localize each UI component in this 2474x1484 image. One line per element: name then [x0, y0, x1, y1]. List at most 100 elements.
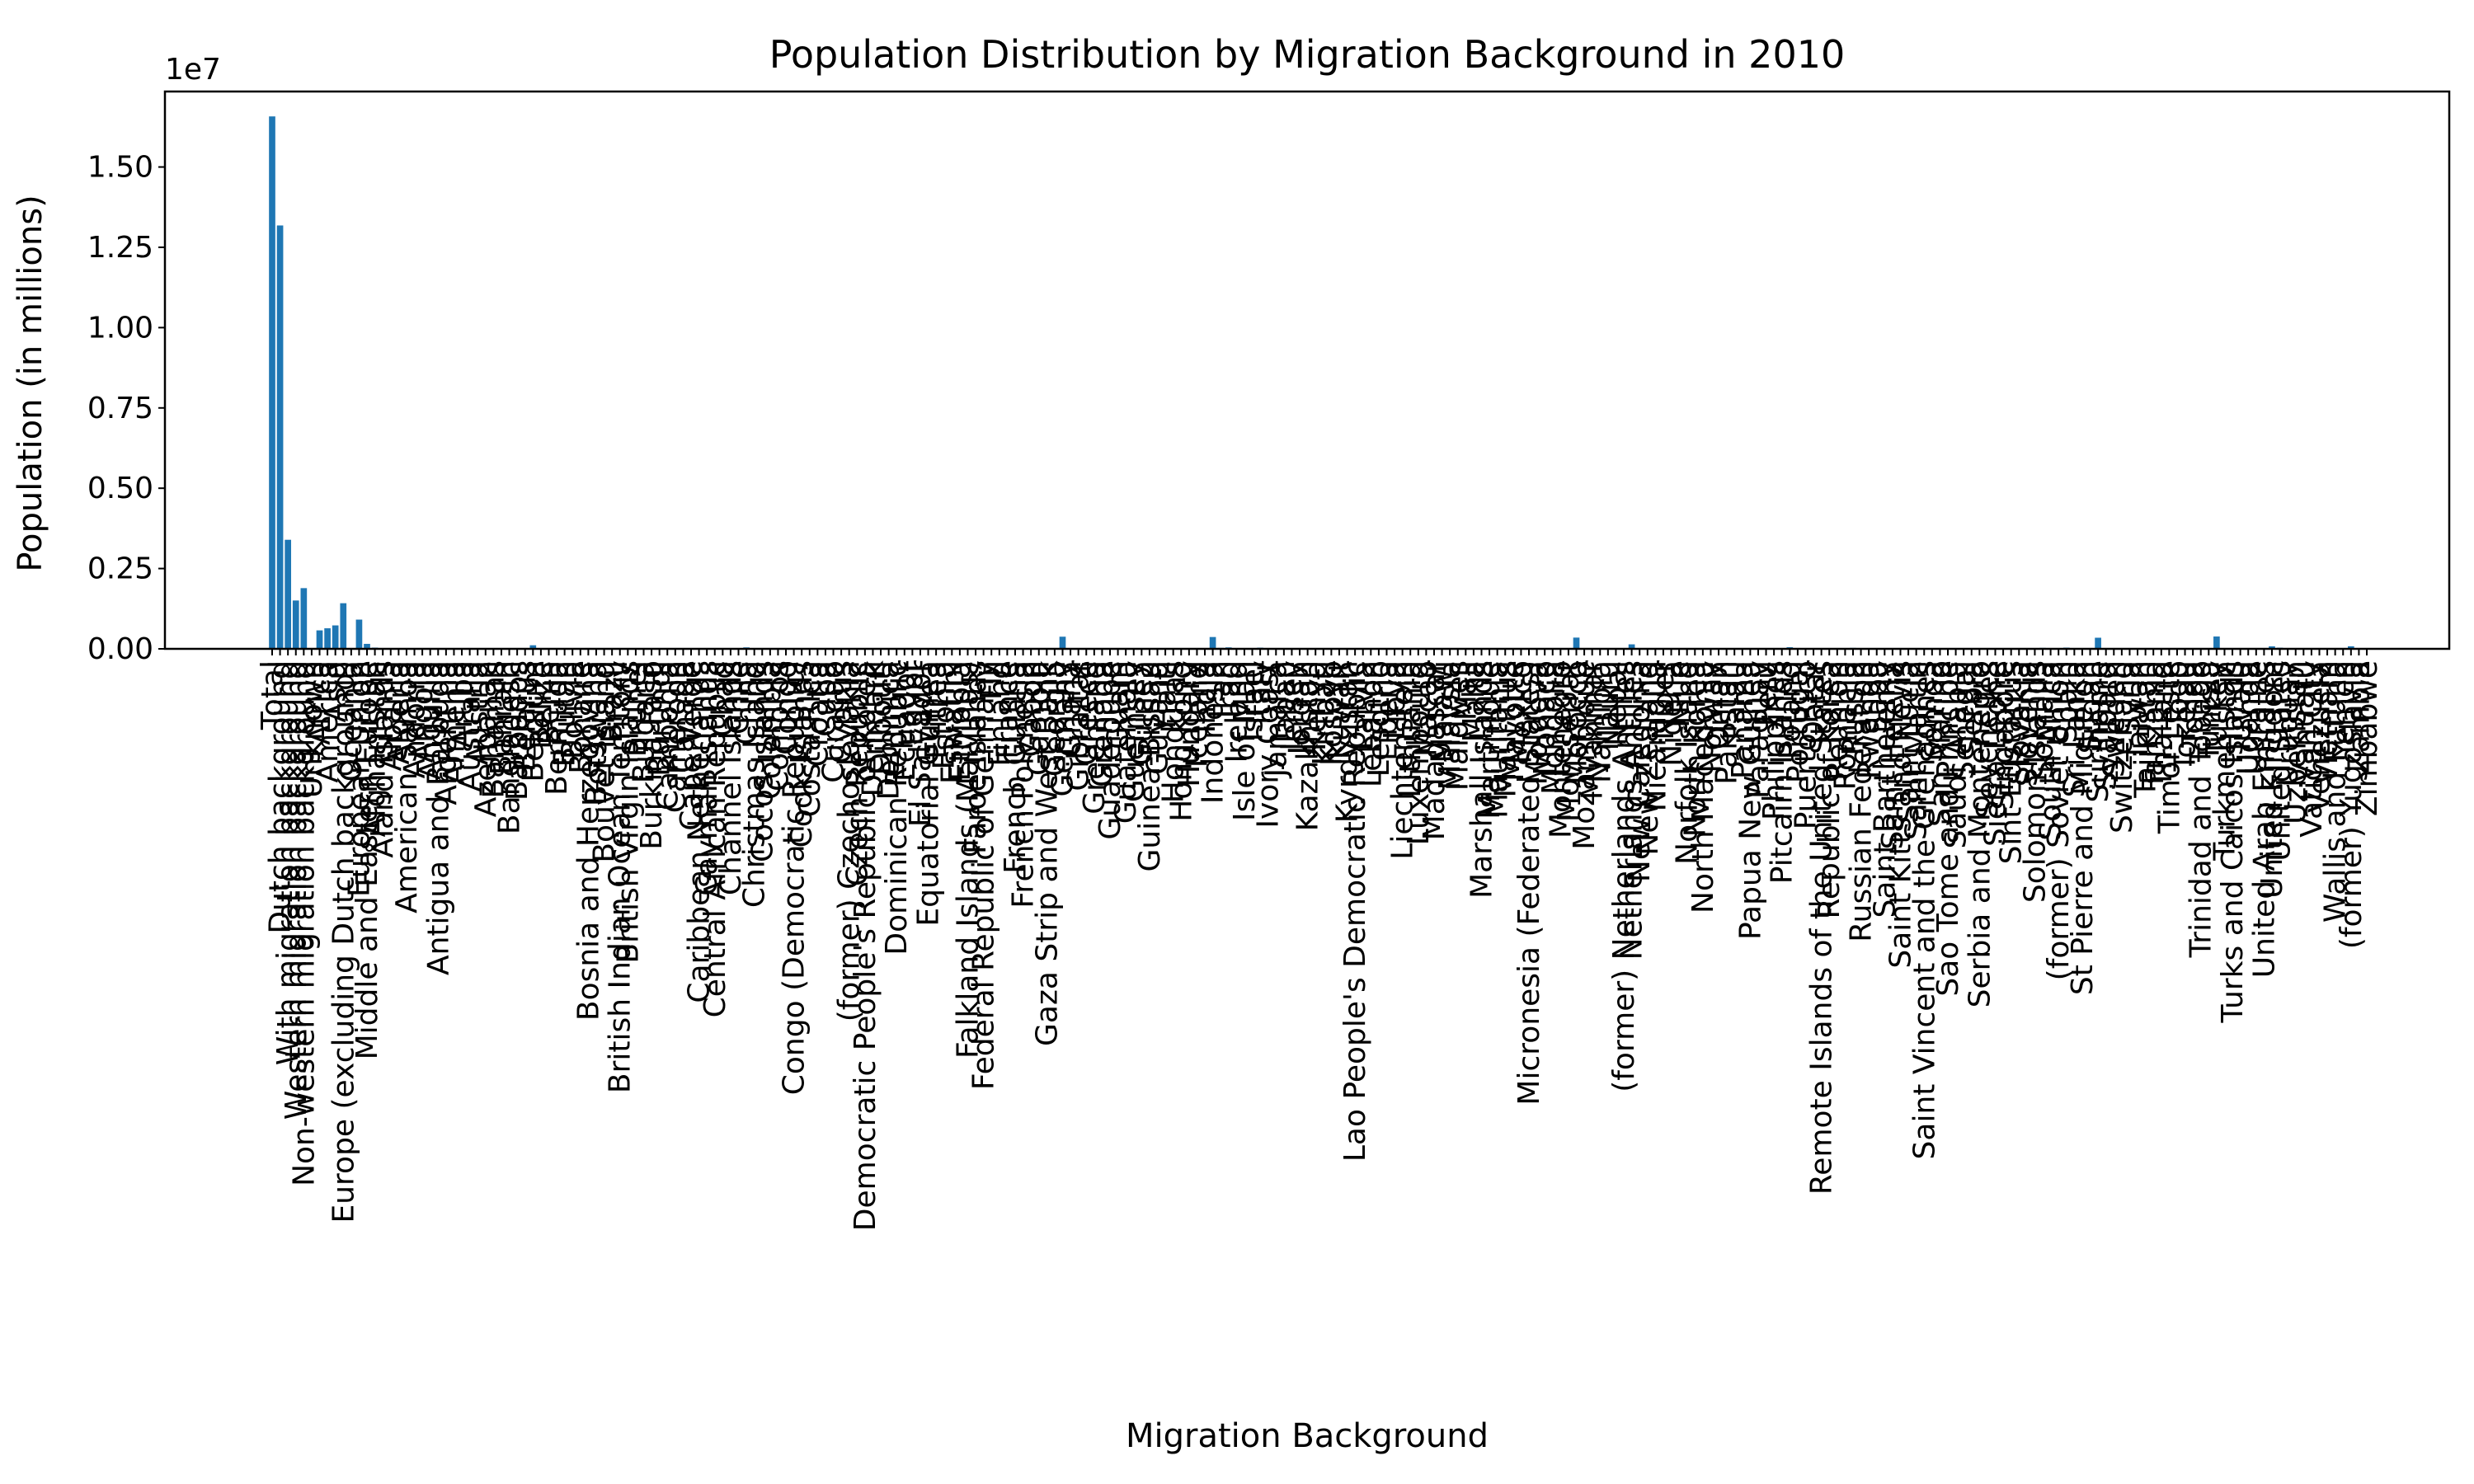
- x-tick-label: Moldova: [1521, 660, 1554, 785]
- x-tick-label: Dutch background: [264, 660, 298, 934]
- x-tick-label: Liechtenstein: [1386, 660, 1420, 860]
- x-tick-label: Syria: [2113, 660, 2147, 735]
- x-tick-label: Armenia: [437, 660, 471, 785]
- bar: [2095, 637, 2101, 649]
- x-tick-label: Ivory Coast: [1252, 660, 1286, 829]
- x-tick-label: Chad: [706, 660, 740, 737]
- x-tick-label: Uruguay: [2271, 660, 2305, 787]
- x-tick-label: Afghanistan: [359, 660, 393, 837]
- bar: [1059, 636, 1066, 649]
- x-tick-label: Kiribati: [1307, 660, 1341, 765]
- y-axis: 0.00 0.25 0.50 0.75 1.00 1.25 1.50: [87, 151, 165, 666]
- x-tick-label: Latvia: [1347, 660, 1380, 751]
- x-tick-label: Democratic People's Republic of Korea: [849, 660, 882, 1231]
- y-offset-text: 1e7: [165, 53, 221, 87]
- x-tick-label: Wallis and Futuna: [2319, 660, 2353, 923]
- x-tick-label: Brazil: [595, 660, 629, 743]
- x-tick-label: Monaco: [1528, 660, 1562, 776]
- x-tick-label: Solomon Islands: [2018, 660, 2052, 903]
- y-tick-label: 0.50: [87, 472, 153, 505]
- x-tick-label: Dominican Republic: [880, 660, 914, 956]
- x-tick-label: Austria: [461, 660, 495, 765]
- x-tick-label: Senegal: [1947, 660, 1981, 780]
- x-tick-label: Antigua and Barbuda: [421, 660, 455, 975]
- x-tick-label: Gabon: [1014, 660, 1048, 758]
- x-tick-label: North Macedonia: [1686, 660, 1720, 913]
- x-tick-label: Croatia: [801, 660, 835, 767]
- x-tick-label: Myanmar: [1576, 660, 1610, 800]
- x-tick-label: Montserrat: [1552, 660, 1586, 822]
- x-tick-label: Falkland Islands (Malvinas): [951, 660, 985, 1059]
- x-tick-label: Norway: [1694, 660, 1728, 773]
- x-tick-label: Tokelau: [2169, 660, 2203, 773]
- bar: [269, 116, 275, 649]
- x-tick-label: Middle and Eastern Europe: [350, 660, 384, 1059]
- y-tick-label: 1.25: [87, 231, 153, 265]
- x-tick-label: Kuwait: [1323, 660, 1357, 759]
- x-tick-label: St Pierre and Miquelon: [2066, 660, 2100, 995]
- x-tick-label: Bouvet Island: [588, 660, 622, 863]
- x-tick-label: Kyrgyzstan: [1331, 660, 1365, 823]
- bar: [2269, 646, 2275, 649]
- x-tick-label: Sierra Leone: [1979, 660, 2013, 847]
- x-tick-label: Cambodia: [651, 660, 684, 810]
- x-tick-label: Niue: [1663, 660, 1696, 728]
- x-tick-label: Bermuda: [540, 660, 574, 796]
- x-tick-label: Eritrea: [920, 660, 953, 759]
- x-tick-label: Poland: [1773, 660, 1807, 759]
- x-tick-label: Colombia: [754, 660, 788, 800]
- x-tick-label: Tanzania: [2137, 660, 2171, 791]
- x-tick-label: Algeria: [382, 660, 416, 765]
- x-tick-label: New Zealand: [1631, 660, 1665, 856]
- x-tick-label: Barbados: [501, 660, 534, 801]
- x-tick-label: Portugal: [1781, 660, 1815, 783]
- x-tick-label: Bahamas: [477, 660, 510, 799]
- x-tick-label: Netherlands Antilles: [1616, 660, 1649, 960]
- x-tick-label: Benin: [532, 660, 566, 744]
- x-tick-label: Brunei: [619, 660, 653, 757]
- x-tick-label: Guatemala: [1109, 660, 1143, 824]
- x-tick-label: Bangladesh: [493, 660, 527, 834]
- x-tick-label: Thailand: [2145, 660, 2179, 789]
- x-tick-label: Jamaica: [1259, 660, 1293, 779]
- y-axis-label: Population (in millions): [12, 195, 49, 571]
- x-tick-label: Libya: [1378, 660, 1412, 740]
- x-tick-label: Ghana: [1054, 660, 1088, 758]
- x-tick-label: Israel: [1236, 660, 1270, 741]
- x-tick-label: (former) Yugoslavia: [2335, 660, 2368, 949]
- x-tick-label: Dominica: [872, 660, 906, 801]
- y-tick-label: 0.00: [87, 632, 153, 666]
- x-tick-label: Aruba: [445, 660, 479, 749]
- x-tick-label: Cayman Islands: [690, 660, 724, 896]
- x-tick-label: San Marino: [1923, 660, 1957, 827]
- x-tick-label: Ecuador: [888, 660, 922, 782]
- x-tick-label: Jersey: [1275, 660, 1309, 753]
- x-tick-label: Niger: [1647, 660, 1681, 740]
- x-tick-label: Guyana: [1141, 660, 1175, 775]
- x-tick-label: Bahrain: [485, 660, 519, 775]
- x-tick-label: Micronesia (Federated States): [1512, 660, 1546, 1106]
- x-tick-label: Equatorial Guinea: [912, 660, 946, 927]
- x-tick-label: Palau: [1718, 660, 1752, 740]
- x-tick-label: Asia: [319, 660, 353, 722]
- x-tick-label: Seychelles: [1971, 660, 2005, 819]
- bar: [324, 628, 331, 649]
- x-tick-label: Philippines: [1757, 660, 1791, 820]
- x-tick-label: United States: [2264, 660, 2298, 862]
- x-tick-label: Mayotte: [1497, 660, 1531, 782]
- x-tick-label: France: [990, 660, 1024, 759]
- x-tick-label: Guam: [1102, 660, 1136, 749]
- x-tick-label: (former) Czechoslovakia: [833, 660, 867, 1021]
- x-tick-label: Remote Islands of the United States: [1805, 660, 1839, 1195]
- x-tick-label: Czech Republic: [840, 660, 874, 886]
- x-tick-label: Martinique: [1473, 660, 1507, 819]
- x-tick-label: Saudi Arabia: [1940, 660, 1973, 848]
- x-tick-label: Channel Islands: [714, 660, 748, 895]
- x-tick-label: Togo: [2161, 660, 2194, 730]
- x-tick-label: Hungary: [1173, 660, 1206, 787]
- x-tick-label: European Union: [342, 660, 376, 897]
- x-tick-label: Cuba: [809, 660, 843, 737]
- x-tick-label: South Africa: [2034, 660, 2068, 841]
